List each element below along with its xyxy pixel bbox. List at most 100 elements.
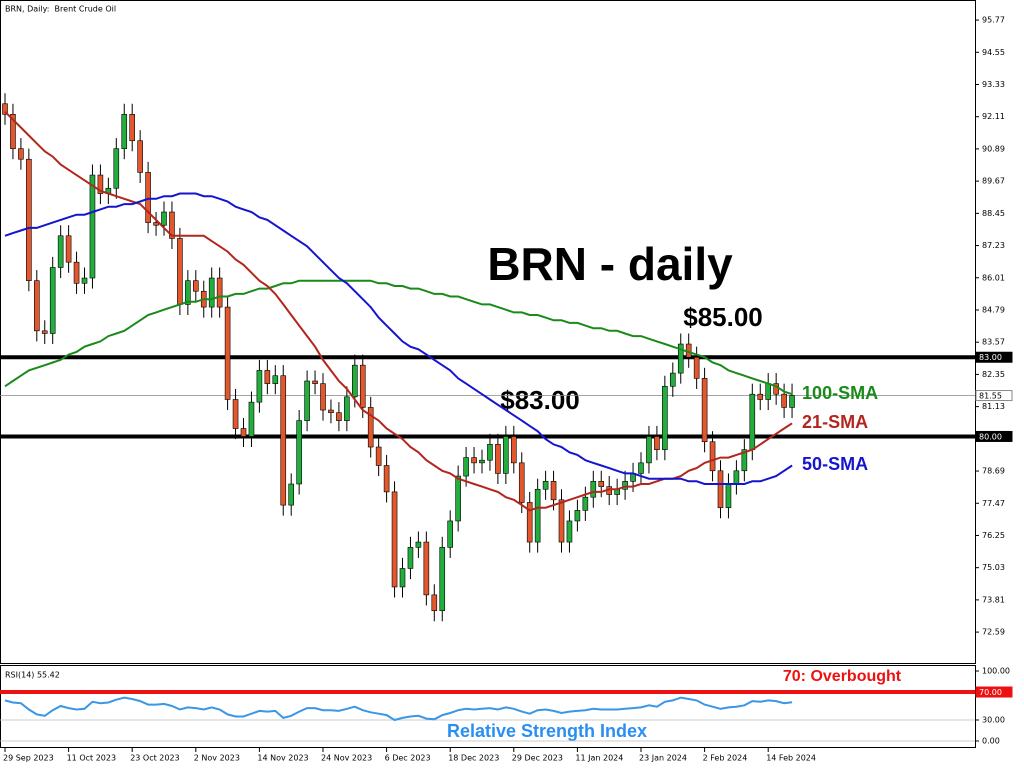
- candle-body: [336, 412, 342, 421]
- x-tick-label: 23 Oct 2023: [130, 754, 179, 763]
- y-tick-label: 83.57: [982, 338, 1005, 347]
- y-tick-label: 90.89: [982, 144, 1005, 153]
- candle-body: [518, 462, 525, 503]
- y-tick-label: 82.35: [982, 370, 1005, 379]
- x-tick-label: 24 Nov 2023: [321, 754, 372, 763]
- candle-body: [558, 499, 565, 543]
- candle-body: [224, 306, 231, 400]
- x-tick-label: 11 Oct 2023: [67, 754, 116, 763]
- candle-body: [717, 470, 724, 509]
- y-tick-label: 78.69: [982, 467, 1005, 476]
- candle-body: [240, 428, 247, 437]
- candle-body: [65, 235, 72, 263]
- price-label: 80.00: [979, 432, 1002, 441]
- candle-body: [33, 280, 40, 332]
- candle-body: [510, 436, 517, 464]
- candle-body: [375, 446, 382, 466]
- x-tick-label: 14 Nov 2023: [257, 754, 308, 763]
- candle-body: [662, 385, 668, 450]
- candle-body: [574, 510, 581, 522]
- candle-body: [41, 330, 48, 334]
- candle-body: [344, 396, 350, 421]
- rsi-pane-frame: [0, 665, 976, 748]
- annotation: $85.00: [683, 302, 763, 332]
- y-tick-label: 72.59: [982, 628, 1005, 637]
- y-tick-label: 92.11: [982, 112, 1005, 121]
- sma-line: [4, 279, 793, 396]
- rsi-annotation: Relative Strength Index: [447, 721, 647, 741]
- y-tick-label: 95.77: [982, 16, 1005, 25]
- candle-body: [455, 475, 461, 522]
- candle-body: [526, 502, 533, 543]
- candle-body: [248, 401, 255, 437]
- candle-body: [534, 488, 541, 543]
- candle-body: [391, 491, 398, 588]
- candle-body: [57, 235, 64, 268]
- candle-body: [272, 375, 279, 384]
- candle-body: [693, 356, 700, 379]
- candle-body: [582, 496, 589, 511]
- candle-body: [216, 277, 223, 308]
- candle-body: [328, 409, 334, 413]
- price-label: 70.00: [979, 688, 1002, 697]
- price-label: 81.55: [979, 392, 1002, 401]
- x-tick-label: 23 Jan 2024: [639, 754, 687, 763]
- candle-body: [169, 211, 175, 239]
- candle-body: [113, 148, 120, 189]
- candle-body: [789, 395, 795, 408]
- x-tick-label: 14 Feb 2024: [766, 754, 816, 763]
- candle-body: [757, 393, 764, 400]
- candle-body: [677, 343, 684, 374]
- sma-line: [4, 192, 793, 485]
- series-label: 100-SMA: [802, 383, 878, 403]
- candle-body: [359, 364, 366, 408]
- annotation: $83.00: [500, 385, 580, 415]
- candle-body: [598, 481, 605, 487]
- series-label: 50-SMA: [802, 454, 868, 474]
- candle-body: [256, 370, 263, 403]
- candle-body: [638, 462, 644, 474]
- candle-body: [781, 393, 787, 408]
- chart-title: BRN, Daily: Brent Crude Oil: [5, 5, 116, 14]
- main-pane-frame: [0, 0, 976, 664]
- candle-body: [97, 174, 104, 194]
- x-tick-label: 29 Dec 2023: [512, 754, 563, 763]
- candle-body: [550, 481, 557, 501]
- candle-body: [479, 459, 485, 464]
- y-tick-label: 93.33: [982, 80, 1005, 89]
- candle-body: [542, 481, 549, 490]
- x-tick-label: 2 Feb 2024: [703, 754, 748, 763]
- candle-body: [312, 380, 318, 384]
- candle-body: [646, 436, 652, 464]
- x-tick-label: 29 Sep 2023: [3, 754, 54, 763]
- candle-body: [26, 158, 32, 281]
- candle-body: [383, 465, 390, 493]
- series-label: 21-SMA: [802, 412, 868, 432]
- candle-body: [423, 541, 430, 596]
- y-tick-label: 100.00: [982, 667, 1010, 676]
- y-tick-label: 94.55: [982, 48, 1005, 57]
- y-tick-label: 76.25: [982, 531, 1005, 540]
- candle-body: [431, 594, 438, 612]
- candle-body: [709, 441, 716, 472]
- candle-body: [185, 280, 191, 305]
- candle-body: [73, 261, 80, 284]
- y-tick-label: 89.67: [982, 177, 1005, 186]
- candle-body: [208, 277, 215, 308]
- candle-body: [232, 399, 239, 429]
- candle-body: [129, 114, 135, 142]
- candle-body: [288, 483, 295, 506]
- candle-body: [49, 267, 56, 334]
- candle-body: [654, 436, 660, 450]
- y-tick-label: 75.03: [982, 563, 1005, 572]
- y-tick-label: 88.45: [982, 209, 1005, 218]
- candle-body: [145, 172, 151, 223]
- price-label-box: [975, 351, 1013, 363]
- candle-body: [407, 547, 414, 569]
- candle-body: [503, 436, 509, 474]
- x-tick-label: 2 Nov 2023: [194, 754, 240, 763]
- rsi-line: [4, 696, 793, 722]
- price-label-box: [975, 686, 1013, 698]
